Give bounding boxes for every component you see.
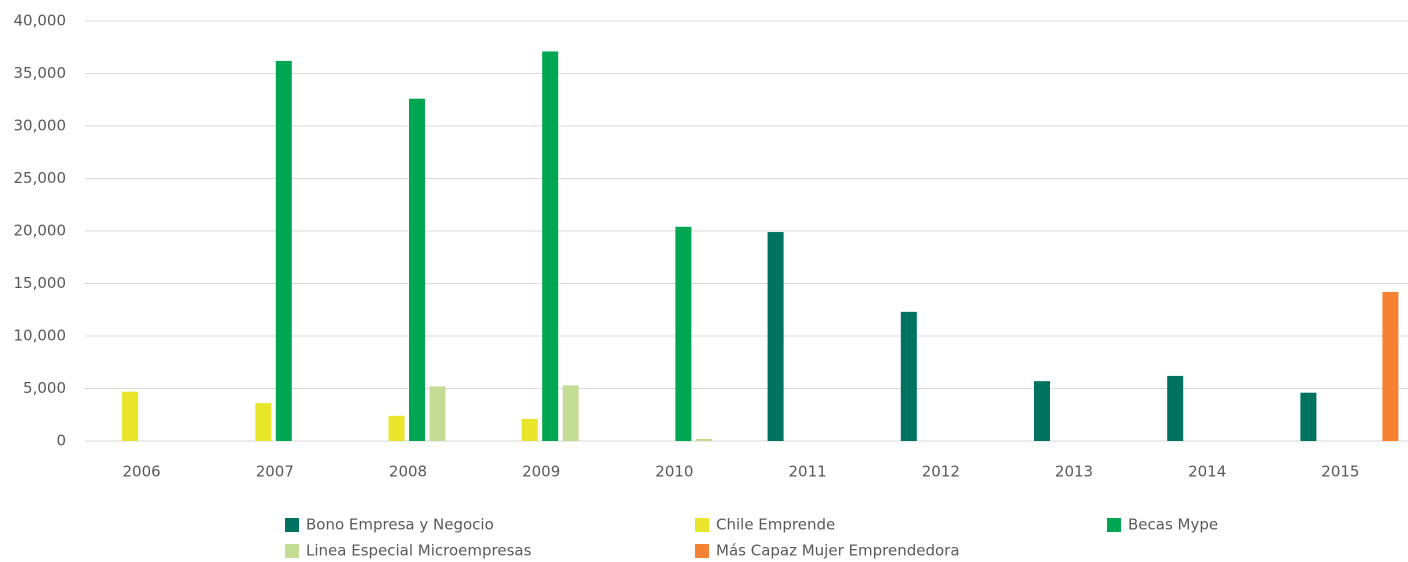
bar <box>562 385 579 441</box>
legend-label: Becas Mype <box>1128 516 1218 534</box>
bar <box>521 418 538 441</box>
bar <box>255 403 272 441</box>
legend-label: Linea Especial Microempresas <box>306 542 532 560</box>
bar <box>1382 291 1399 441</box>
bar <box>409 98 425 441</box>
legend-label: Bono Empresa y Negocio <box>306 516 494 534</box>
x-tick-label: 2013 <box>1055 463 1093 481</box>
bar <box>429 386 446 441</box>
y-tick-label: 25,000 <box>14 169 67 187</box>
legend-swatch <box>1107 518 1121 532</box>
bar <box>767 232 784 441</box>
y-tick-label: 40,000 <box>14 12 67 30</box>
bar <box>675 226 692 441</box>
bar <box>275 60 292 442</box>
x-tick-label: 2009 <box>522 463 560 481</box>
legend-swatch <box>285 518 299 532</box>
y-tick-label: 35,000 <box>14 64 67 82</box>
x-tick-label: 2008 <box>389 463 427 481</box>
y-tick-label: 0 <box>56 432 66 450</box>
y-tick-label: 10,000 <box>14 327 67 345</box>
legend-swatch <box>285 544 299 558</box>
bar <box>542 51 559 441</box>
x-tick-label: 2007 <box>256 463 294 481</box>
bar <box>122 391 139 441</box>
x-tick-label: 2010 <box>655 463 693 481</box>
bar <box>1034 381 1050 441</box>
x-tick-label: 2012 <box>922 463 960 481</box>
y-tick-label: 15,000 <box>14 274 67 292</box>
bar <box>388 415 405 441</box>
bar <box>1300 392 1317 441</box>
x-tick-label: 2006 <box>123 463 161 481</box>
legend-swatch <box>695 518 709 532</box>
bar <box>1167 375 1184 441</box>
y-tick-label: 5,000 <box>23 379 66 397</box>
y-tick-label: 20,000 <box>14 222 67 240</box>
x-tick-label: 2011 <box>789 463 827 481</box>
x-tick-label: 2015 <box>1321 463 1359 481</box>
legend-label: Chile Emprende <box>716 516 835 534</box>
legend-label: Más Capaz Mujer Emprendedora <box>716 542 960 560</box>
bar <box>900 311 917 441</box>
bar <box>695 438 712 441</box>
legend-swatch <box>695 544 709 558</box>
x-tick-label: 2014 <box>1188 463 1226 481</box>
y-tick-label: 30,000 <box>14 117 67 135</box>
